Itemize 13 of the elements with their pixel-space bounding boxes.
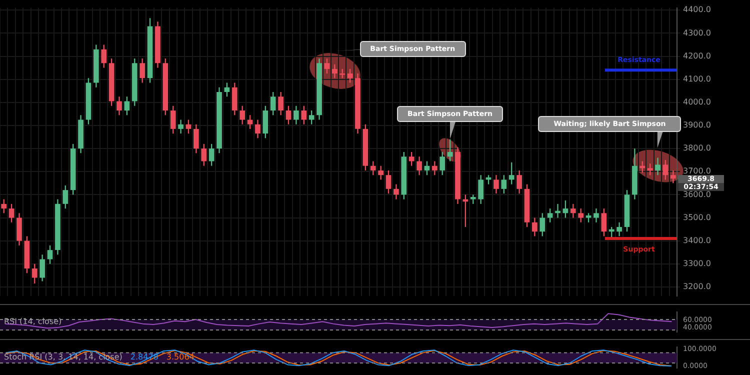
y-tick-label: 4400.0 (683, 5, 711, 14)
y-tick-label: 4200.0 (683, 51, 711, 60)
y-tick-label: 3400.0 (683, 236, 711, 245)
y-tick-label: 3200.0 (683, 282, 711, 292)
y-tick-label: 3700.0 (683, 166, 711, 176)
y-tick-label: 3800.0 (683, 144, 711, 153)
y-tick-label: 3600.0 (683, 190, 711, 199)
y-tick-label: 3900.0 (683, 120, 711, 130)
y-tick-label: 4300.0 (683, 28, 711, 38)
y-tick-label: 4100.0 (683, 74, 711, 84)
y-tick-label: 3300.0 (683, 258, 711, 268)
y-tick-label: 3500.0 (683, 212, 711, 222)
y-tick-label: 4000.0 (683, 97, 711, 106)
